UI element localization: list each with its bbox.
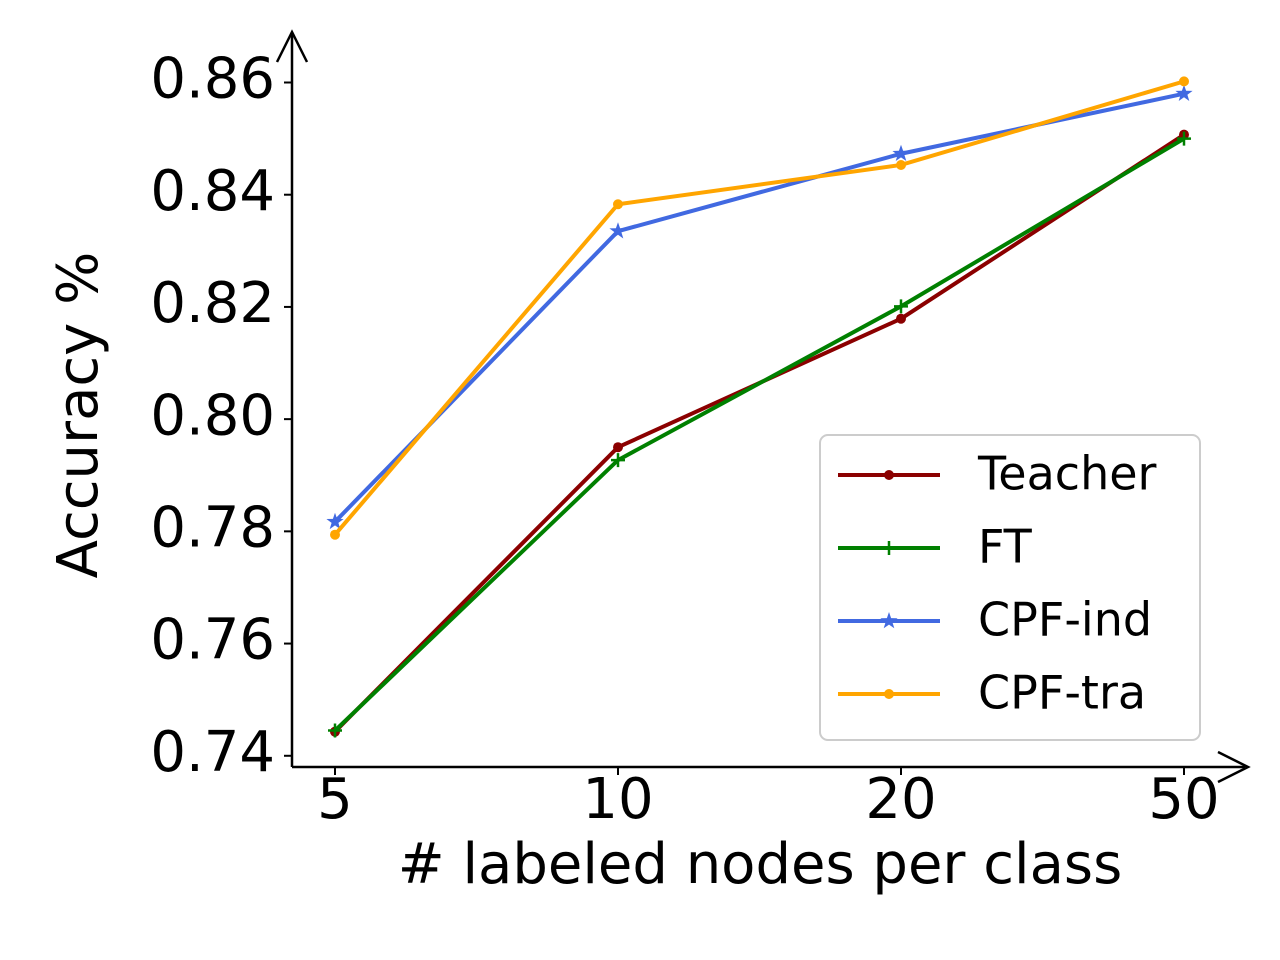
y-axis-arrow (275, 29, 309, 63)
marker (330, 529, 340, 540)
legend-marker (882, 541, 896, 555)
legend-label: CPF-ind (978, 593, 1152, 647)
y-tick-label: 0.82 (150, 271, 275, 336)
marker (1179, 76, 1189, 87)
marker (611, 453, 625, 468)
x-axis-label: # labeled nodes per class (398, 832, 1123, 897)
x-axis-arrow (1217, 750, 1251, 784)
y-tick-label: 0.76 (150, 608, 275, 673)
marker (328, 723, 342, 738)
y-tick-label: 0.74 (150, 720, 275, 785)
marker (613, 442, 623, 453)
marker (1177, 131, 1191, 146)
series-line (333, 136, 1186, 732)
marker (896, 159, 906, 170)
y-tick-label: 0.84 (150, 159, 275, 224)
marker (894, 299, 908, 314)
marker (326, 512, 344, 530)
marker (1175, 84, 1193, 101)
marker (613, 199, 623, 210)
x-tick-label: 5 (317, 767, 353, 832)
marker (609, 222, 627, 239)
y-axis-label: Accuracy % (46, 252, 111, 579)
legend-label: Teacher (977, 447, 1157, 501)
series-line (333, 79, 1185, 537)
x-tick-label: 20 (865, 767, 936, 832)
legend-box (819, 434, 1201, 741)
marker (892, 144, 910, 161)
legend-marker (884, 470, 894, 480)
legend-label: CPF-tra (978, 666, 1146, 720)
marker (896, 313, 906, 324)
y-tick-label: 0.86 (150, 47, 275, 112)
legend-marker (884, 689, 894, 699)
x-tick-label: 50 (1148, 767, 1219, 832)
y-tick-label: 0.78 (150, 495, 275, 560)
legend-marker (880, 612, 898, 629)
y-tick-label: 0.80 (150, 383, 275, 448)
legend: Teacher FT CPF-ind CPF-tra (819, 434, 1201, 741)
x-tick-label: 10 (582, 767, 653, 832)
legend-label: FT (978, 520, 1033, 574)
